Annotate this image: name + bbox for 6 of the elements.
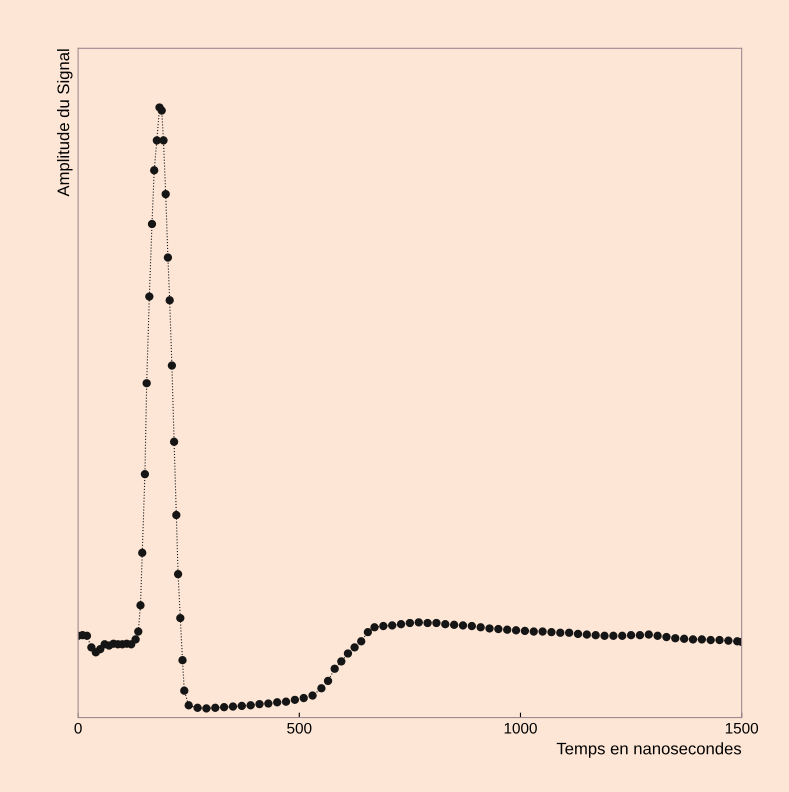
x-axis-title: Temps en nanosecondes	[556, 742, 742, 758]
x-tick-label: 0	[74, 722, 82, 734]
x-tick-label: 1000	[504, 722, 537, 734]
y-axis-title: Amplitude du Signal	[57, 49, 73, 197]
x-tick-label: 1500	[726, 722, 758, 734]
x-tick-label: 500	[287, 722, 312, 734]
